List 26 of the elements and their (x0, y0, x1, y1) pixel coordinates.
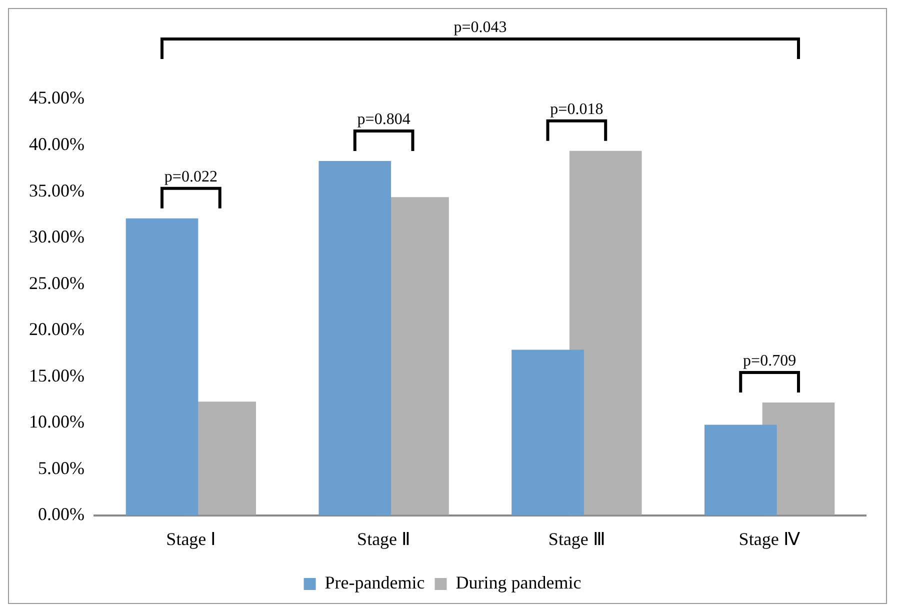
legend-label: Pre-pandemic (324, 572, 425, 593)
y-tick-label: 45.00% (28, 88, 84, 108)
y-tick-label: 20.00% (28, 319, 84, 340)
annotation: p=0.022 (164, 168, 218, 186)
y-tick-label: 5.00% (38, 458, 84, 478)
text: p=0.043 (454, 19, 507, 36)
annotation: p=0.709 (743, 352, 796, 370)
annotation: p=0.018 (550, 101, 604, 118)
y-tick-label: 30.00% (28, 226, 84, 247)
bar (512, 350, 584, 516)
bar (569, 150, 642, 516)
annotation: p=0.804 (357, 111, 410, 128)
y-tick-label: 25.00% (28, 272, 84, 293)
x-tick-label: Stage Ⅲ (548, 528, 605, 549)
y-tick-label: 10.00% (28, 412, 84, 432)
legend-label: During pandemic (456, 572, 582, 593)
y-tick-label: 35.00% (28, 180, 84, 200)
bar (704, 424, 777, 516)
x-tick-label: Stage Ⅱ (357, 528, 411, 549)
y-tick-label: 40.00% (28, 134, 84, 154)
y-tick-label: 0.00% (38, 504, 84, 524)
bar (318, 161, 392, 516)
x-tick-label: Stage Ⅰ (166, 528, 216, 549)
x-tick-label: Stage Ⅳ (738, 528, 800, 549)
y-tick-label: 15.00% (28, 365, 84, 386)
bar (126, 218, 198, 516)
